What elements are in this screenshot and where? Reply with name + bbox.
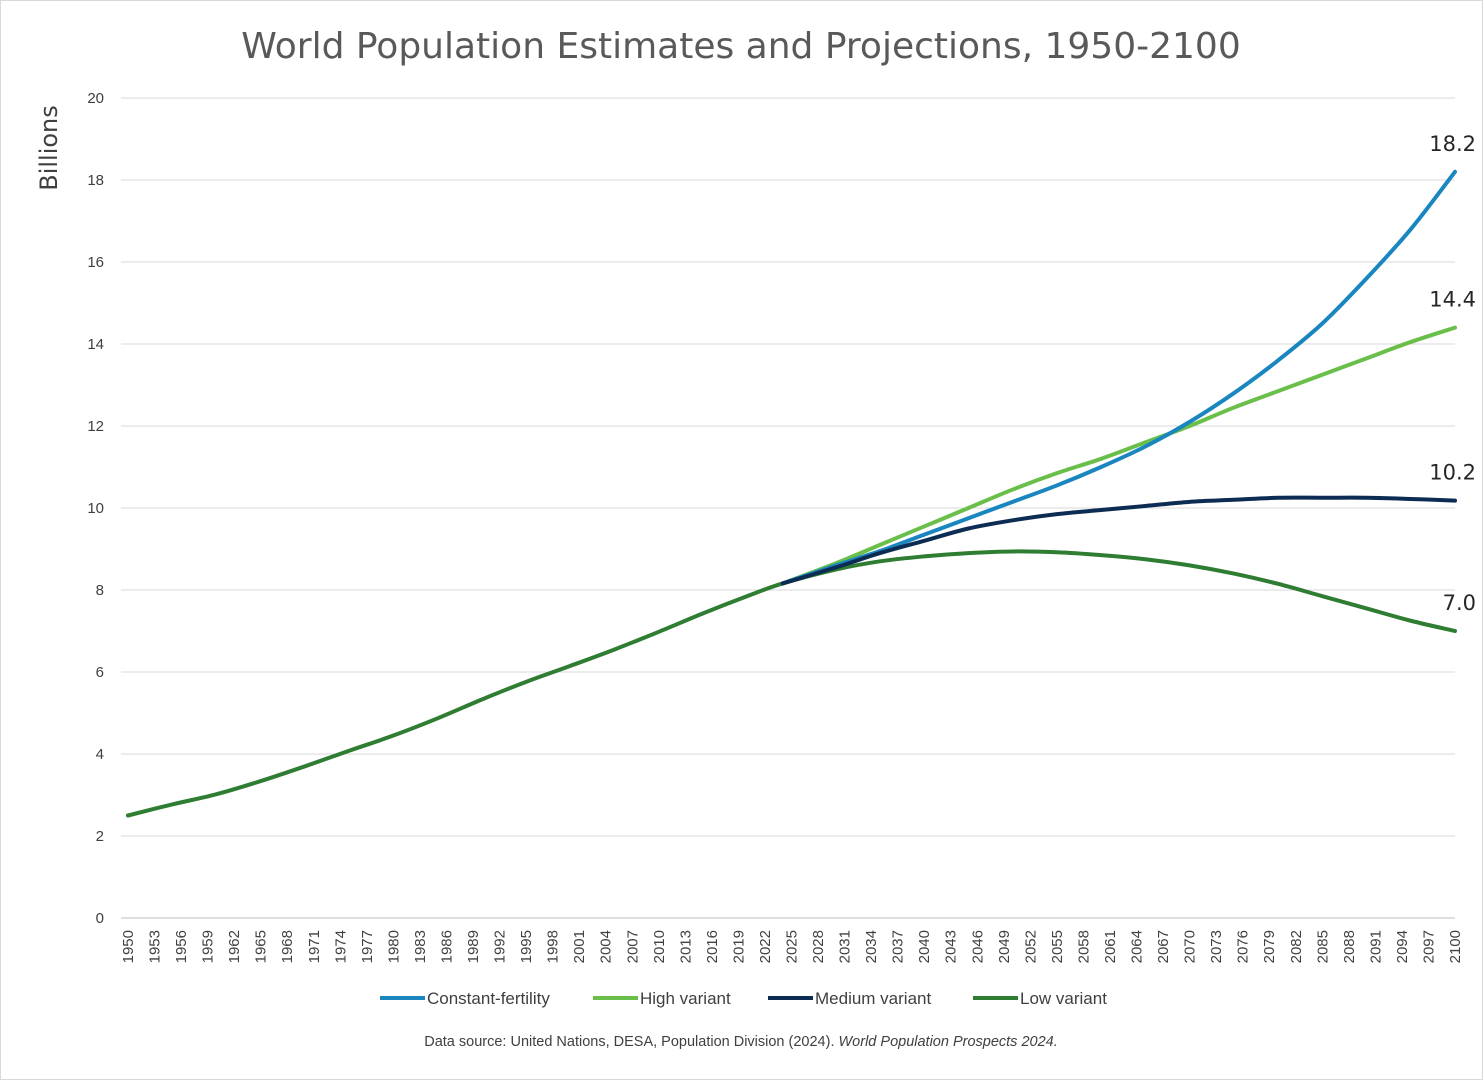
x-tick-label: 2022 — [757, 930, 774, 963]
x-tick-label: 1977 — [359, 930, 376, 963]
x-tick-label: 2097 — [1420, 930, 1437, 963]
x-tick-label: 1986 — [438, 930, 455, 963]
end-label: 10.2 — [1429, 461, 1476, 485]
x-tick-label: 2001 — [571, 930, 588, 963]
series-lines — [126, 169, 1457, 818]
x-tick-label: 2013 — [677, 930, 694, 963]
x-tick-label: 1989 — [465, 930, 482, 963]
x-tick-label: 2094 — [1394, 930, 1411, 963]
x-tick-label: 2073 — [1208, 930, 1225, 963]
x-tick-label: 2067 — [1155, 930, 1172, 963]
x-tick-label: 2070 — [1182, 930, 1199, 963]
x-tick-label: 1953 — [147, 930, 164, 963]
x-tick-label: 1971 — [306, 930, 323, 963]
gridlines — [121, 97, 1455, 919]
end-label: 14.4 — [1429, 288, 1476, 312]
legend-label: Constant-fertility — [427, 989, 550, 1008]
legend-label: High variant — [640, 989, 731, 1008]
x-tick-label: 2019 — [730, 930, 747, 963]
x-tick-label: 2040 — [916, 930, 933, 963]
x-tick-label: 2037 — [890, 930, 907, 963]
y-tick-label: 20 — [87, 90, 104, 107]
x-tick-label: 2061 — [1102, 930, 1119, 963]
y-tick-labels: 0 2 4 6 8 10 12 14 16 18 20 — [87, 90, 104, 927]
end-labels: 7.0 14.4 18.2 10.2 — [1429, 132, 1476, 615]
x-tick-label: 2076 — [1235, 930, 1252, 963]
x-tick-label: 2016 — [704, 930, 721, 963]
x-tick-label: 2100 — [1447, 930, 1464, 963]
x-tick-label: 1983 — [412, 930, 429, 963]
x-tick-label: 2088 — [1341, 930, 1358, 963]
x-tick-label: 2058 — [1075, 930, 1092, 963]
source-publication: World Population Prospects 2024. — [839, 1034, 1058, 1050]
y-tick-label: 2 — [96, 828, 104, 845]
series-line-medium-variant — [780, 495, 1457, 586]
x-tick-label: 2049 — [996, 930, 1013, 963]
legend-label: Medium variant — [815, 989, 931, 1008]
x-tick-label: 2079 — [1261, 930, 1278, 963]
x-tick-label: 2034 — [863, 930, 880, 963]
y-tick-label: 16 — [87, 254, 104, 271]
y-tick-label: 14 — [87, 336, 104, 353]
x-tick-label: 2031 — [837, 930, 854, 963]
x-tick-label: 2052 — [1022, 930, 1039, 963]
x-tick-label: 1965 — [253, 930, 270, 963]
data-source-note: Data source: United Nations, DESA, Popul… — [424, 1034, 1058, 1050]
y-tick-label: 0 — [96, 910, 104, 927]
y-tick-label: 6 — [96, 664, 104, 681]
series-line-high-variant — [780, 325, 1457, 586]
x-tick-label: 1974 — [332, 930, 349, 963]
series-line-constant-fertility — [780, 169, 1457, 586]
y-tick-label: 10 — [87, 500, 104, 517]
y-axis-label: Billions — [35, 105, 63, 191]
x-tick-label: 2082 — [1288, 930, 1305, 963]
y-tick-label: 18 — [87, 172, 104, 189]
y-tick-label: 4 — [96, 746, 104, 763]
x-tick-label: 2064 — [1129, 930, 1146, 963]
x-tick-label: 1950 — [120, 930, 137, 963]
x-tick-label: 2004 — [598, 930, 615, 963]
x-tick-label: 1998 — [545, 930, 562, 963]
x-tick-label: 1959 — [200, 930, 217, 963]
end-label: 18.2 — [1429, 132, 1476, 156]
x-tick-label: 2007 — [624, 930, 641, 963]
y-tick-label: 12 — [87, 418, 104, 435]
x-tick-label: 1980 — [385, 930, 402, 963]
legend-label: Low variant — [1020, 989, 1107, 1008]
chart-title: World Population Estimates and Projectio… — [241, 26, 1240, 67]
x-tick-labels: 1950 1953 1956 1959 1962 1965 1968 1971 1974 1977… — [120, 930, 1464, 963]
x-tick-label: 2055 — [1049, 930, 1066, 963]
end-label: 7.0 — [1443, 591, 1476, 615]
source-prefix: Data source: United Nations, DESA, Popul… — [424, 1034, 838, 1050]
x-tick-label: 1995 — [518, 930, 535, 963]
y-tick-label: 8 — [96, 582, 104, 599]
legend: Constant-fertility High variant Medium var… — [380, 989, 1107, 1008]
x-tick-label: 2025 — [784, 930, 801, 963]
x-tick-label: 1962 — [226, 930, 243, 963]
x-tick-label: 2085 — [1314, 930, 1331, 963]
x-tick-label: 1992 — [492, 930, 509, 963]
x-tick-label: 2028 — [810, 930, 827, 963]
x-tick-label: 2043 — [943, 930, 960, 963]
x-tick-label: 2046 — [969, 930, 986, 963]
series-line-low-variant — [126, 549, 1457, 818]
x-tick-label: 2010 — [651, 930, 668, 963]
x-tick-label: 1956 — [173, 930, 190, 963]
x-tick-label: 2091 — [1367, 930, 1384, 963]
x-tick-label: 1968 — [279, 930, 296, 963]
